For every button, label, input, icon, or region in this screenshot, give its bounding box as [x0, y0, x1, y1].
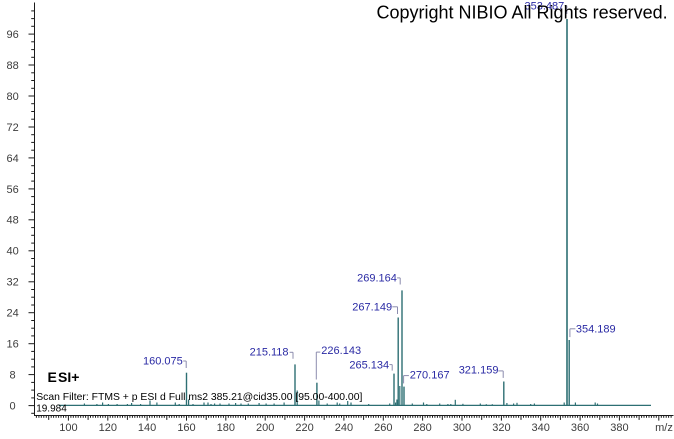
svg-text:Copyright NIBIO All Rights res: Copyright NIBIO All Rights reserved.: [377, 2, 668, 22]
svg-text:340: 340: [532, 422, 550, 434]
svg-text:140: 140: [138, 422, 156, 434]
svg-text:80: 80: [6, 91, 18, 103]
svg-text:48: 48: [6, 215, 18, 227]
svg-text:260: 260: [374, 422, 392, 434]
svg-text:200: 200: [256, 422, 274, 434]
svg-text:160.075: 160.075: [143, 356, 183, 368]
svg-text:0: 0: [10, 401, 16, 413]
svg-text:100: 100: [59, 422, 77, 434]
svg-text:265.134: 265.134: [349, 359, 389, 371]
svg-text:72: 72: [6, 122, 18, 134]
svg-text:353.487: 353.487: [525, 1, 565, 13]
svg-text:380: 380: [610, 422, 628, 434]
svg-text:354.189: 354.189: [576, 324, 616, 336]
svg-text:Scan Filter: FTMS + p ESI d Fu: Scan Filter: FTMS + p ESI d Full ms2 385…: [36, 392, 362, 403]
svg-text:88: 88: [6, 60, 18, 72]
svg-text:8: 8: [10, 370, 16, 382]
svg-text:ESI+: ESI+: [48, 369, 80, 385]
svg-text:270.167: 270.167: [410, 370, 450, 382]
svg-text:320: 320: [492, 422, 510, 434]
svg-text:24: 24: [6, 308, 18, 320]
svg-text:269.164: 269.164: [357, 273, 397, 285]
svg-text:226.143: 226.143: [321, 345, 361, 357]
svg-text:280: 280: [413, 422, 431, 434]
svg-text:215.118: 215.118: [250, 347, 289, 359]
svg-text:120: 120: [99, 422, 117, 434]
svg-text:16: 16: [6, 339, 18, 351]
svg-text:m/z: m/z: [655, 422, 673, 434]
svg-text:180: 180: [217, 422, 235, 434]
svg-text:267.149: 267.149: [352, 301, 392, 313]
svg-text:32: 32: [6, 277, 18, 289]
svg-text:240: 240: [335, 422, 353, 434]
svg-text:160: 160: [177, 422, 195, 434]
svg-text:321.159: 321.159: [459, 365, 499, 377]
svg-text:40: 40: [6, 246, 18, 258]
svg-text:220: 220: [295, 422, 313, 434]
svg-text:64: 64: [6, 153, 18, 165]
svg-text:360: 360: [571, 422, 589, 434]
svg-text:56: 56: [6, 184, 18, 196]
svg-text:300: 300: [453, 422, 471, 434]
svg-text:19.984: 19.984: [36, 403, 67, 414]
svg-text:96: 96: [6, 29, 18, 41]
